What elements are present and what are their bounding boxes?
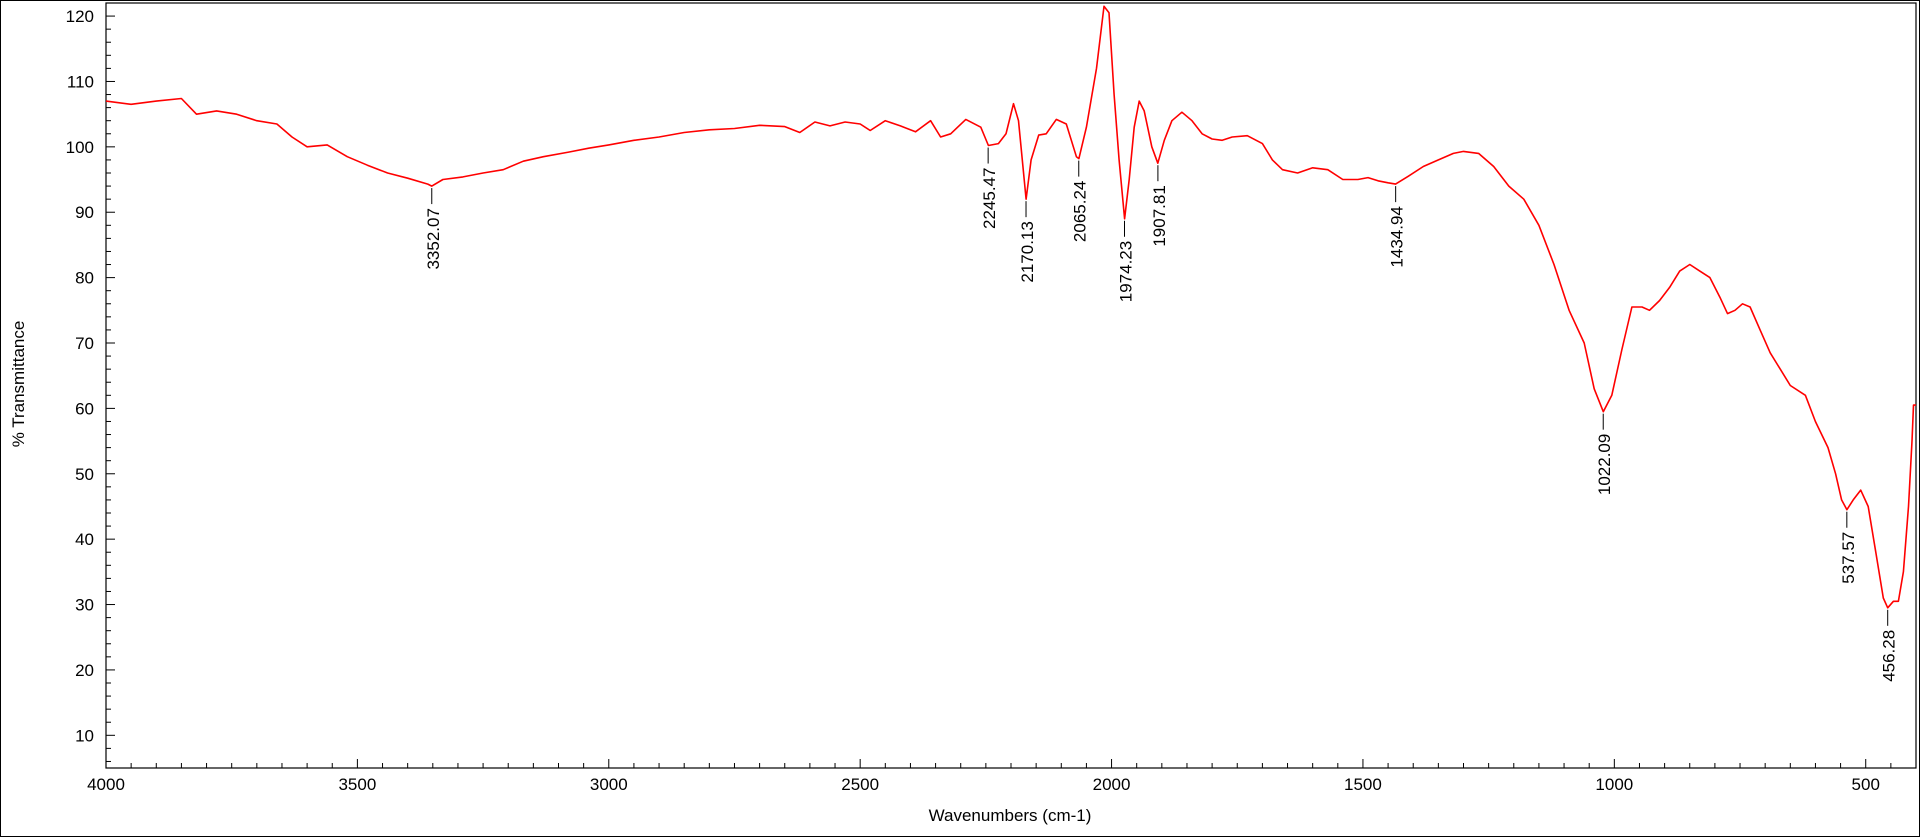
x-axis: 4000 3500 3000 2500 2000 1500 1000 500 <box>87 759 1917 794</box>
x-tick-label: 2000 <box>1093 775 1131 794</box>
y-tick-label: 30 <box>75 596 94 615</box>
peak-label: 537.57 <box>1839 532 1858 584</box>
spectrum-line <box>105 5 1916 609</box>
x-tick-label: 500 <box>1852 775 1880 794</box>
peak-label: 2065.24 <box>1071 181 1090 242</box>
peak-label: 456.28 <box>1880 630 1899 682</box>
y-tick-label: 60 <box>75 399 94 418</box>
series-layer <box>105 5 1916 609</box>
y-tick-label: 20 <box>75 661 94 680</box>
y-axis-title: % Transmittance <box>9 321 28 448</box>
peak-label: 1434.94 <box>1388 206 1407 267</box>
x-tick-label: 4000 <box>87 775 125 794</box>
y-tick-label: 50 <box>75 465 94 484</box>
peak-label: 1907.81 <box>1150 185 1169 246</box>
peak-label: 3352.07 <box>424 208 443 269</box>
y-tick-label: 10 <box>75 726 94 745</box>
peak-label: 1022.09 <box>1595 434 1614 495</box>
x-tick-label: 3000 <box>590 775 628 794</box>
y-axis: 10 20 30 40 50 60 70 80 90 100 110 120 <box>66 2 115 762</box>
y-tick-label: 40 <box>75 530 94 549</box>
x-tick-label: 2500 <box>841 775 879 794</box>
peak-label: 2245.47 <box>980 168 999 229</box>
y-tick-label: 80 <box>75 269 94 288</box>
x-tick-label: 1000 <box>1595 775 1633 794</box>
y-tick-label: 110 <box>67 72 94 91</box>
peak-label: 2170.13 <box>1018 221 1037 282</box>
x-tick-label: 3500 <box>338 775 376 794</box>
x-tick-label: 1500 <box>1344 775 1382 794</box>
y-tick-label: 90 <box>75 203 94 222</box>
peak-label-layer: 3352.07 2245.47 2170.13 2065.24 1974.23 1907.… <box>424 147 1899 682</box>
y-tick-label: 120 <box>66 7 94 26</box>
y-tick-label: 100 <box>66 138 94 157</box>
y-tick-label: 70 <box>75 334 94 353</box>
x-axis-title: Wavenumbers (cm-1) <box>929 806 1092 825</box>
peak-label: 1974.23 <box>1117 241 1136 302</box>
